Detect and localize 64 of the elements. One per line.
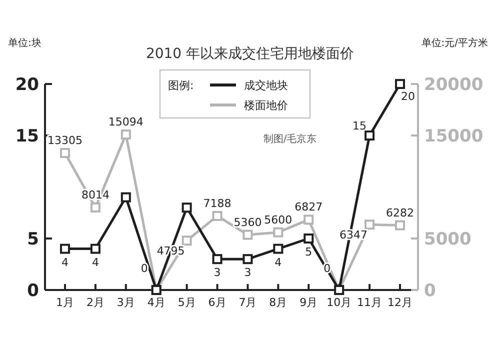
point — [120, 130, 131, 140]
x-tick-label: 10月 — [326, 296, 352, 309]
x-tick-label: 11月 — [357, 296, 382, 309]
data-label: 4 — [62, 256, 68, 269]
data-label: 6282 — [386, 206, 414, 220]
point — [90, 244, 100, 254]
data-label: 13305 — [48, 134, 82, 147]
data-label: 4 — [92, 256, 99, 269]
point — [273, 244, 284, 254]
point — [212, 210, 222, 221]
legend-title: 图例: — [168, 79, 194, 92]
data-label: 0 — [140, 262, 148, 275]
point — [273, 227, 284, 238]
data-label: 6827 — [294, 200, 323, 214]
y2-tick-label: 0 — [424, 281, 436, 301]
y2-tick-label: 20000 — [424, 75, 484, 95]
y-axis-title: 单位:块 — [8, 37, 42, 49]
legend-label: 成交地块 — [244, 79, 288, 92]
point — [182, 236, 192, 246]
point — [242, 230, 253, 240]
data-label: 7188 — [203, 196, 232, 210]
x-tick-label: 9月 — [300, 296, 318, 309]
point — [182, 202, 192, 213]
x-tick-label: 12月 — [388, 296, 412, 309]
point — [60, 148, 70, 158]
data-label: 8014 — [81, 188, 110, 202]
point — [364, 130, 375, 140]
x-tick-label: 3月 — [116, 296, 135, 309]
point — [212, 254, 222, 264]
point — [90, 202, 100, 212]
data-label: 3 — [244, 266, 252, 280]
point — [120, 192, 131, 202]
point — [304, 214, 314, 225]
y2-tick-label: 5000 — [424, 230, 472, 250]
data-label: 4 — [274, 256, 282, 269]
y-tick-label: 15 — [15, 126, 39, 146]
legend-label: 楼面地价 — [244, 99, 288, 112]
point — [364, 220, 375, 230]
point — [304, 234, 314, 244]
x-tick-label: 5月 — [178, 296, 196, 309]
point — [395, 220, 405, 230]
x-tick-label: 8月 — [269, 296, 288, 309]
data-label: 5 — [305, 246, 312, 258]
annotation: 制图/毛京东 — [263, 133, 317, 145]
y-tick-label: 0 — [27, 281, 40, 301]
chart-title: 2010 年以来成交住宅用地楼面价 — [146, 46, 354, 62]
point — [395, 79, 405, 89]
point — [60, 244, 70, 254]
y-tick-label: 20 — [15, 75, 40, 95]
data-label: 15 — [352, 120, 367, 132]
point — [242, 254, 253, 264]
data-label: 15094 — [108, 116, 144, 129]
data-label: 5360 — [234, 216, 262, 229]
x-tick-label: 7月 — [238, 296, 257, 309]
data-label: 3 — [214, 266, 221, 280]
x-tick-label: 4月 — [147, 296, 166, 309]
x-tick-label: 1月 — [56, 296, 74, 309]
y2-axis-title: 单位:元/平方米 — [421, 37, 488, 49]
y-tick-label: 5 — [27, 230, 39, 250]
y2-tick-label: 15000 — [424, 126, 484, 146]
x-tick-label: 2月 — [86, 296, 104, 309]
data-label: 20 — [401, 90, 415, 103]
data-label: 5600 — [264, 213, 292, 226]
x-tick-label: 6月 — [208, 296, 226, 309]
